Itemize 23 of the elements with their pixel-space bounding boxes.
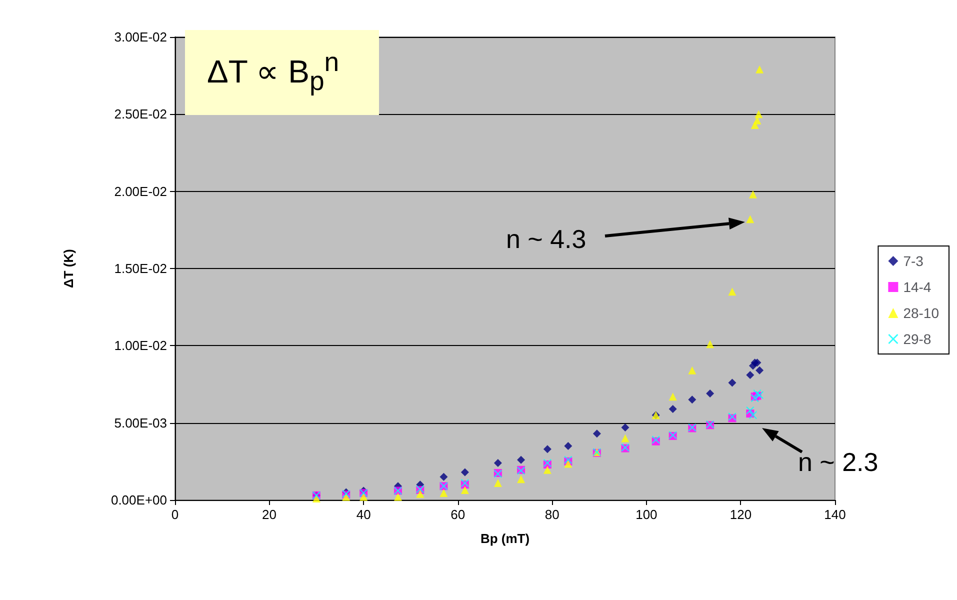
y-tick-label: 2.50E-02 [114, 106, 167, 122]
y-tick-label: 3.00E-02 [114, 30, 167, 44]
legend-label: 14-4 [903, 279, 932, 295]
legend-label: 28-10 [903, 305, 940, 321]
legend-label: 29-8 [903, 331, 932, 347]
annotation: n ~ 4.3 [506, 224, 586, 254]
x-tick-label: 140 [824, 507, 846, 522]
x-tick-label: 100 [636, 507, 658, 522]
y-tick-label: 1.50E-02 [114, 261, 167, 276]
x-tick-label: 40 [356, 507, 371, 522]
y-tick-label: 1.00E-02 [114, 338, 167, 354]
y-tick-label: 2.00E-02 [114, 184, 167, 199]
x-tick-label: 20 [262, 507, 277, 522]
x-axis-title: Bp (mT) [480, 531, 530, 546]
x-tick-label: 80 [544, 507, 560, 522]
y-axis-title: ΔT (K) [61, 249, 76, 288]
y-tick-label: 5.00E-03 [114, 415, 167, 430]
legend-label: 7-3 [903, 253, 924, 269]
x-tick-label: 60 [450, 507, 466, 522]
y-tick-label: 0.00E+00 [110, 492, 167, 508]
x-tick-label: 0 [171, 507, 179, 522]
x-tick-label: 120 [730, 507, 752, 522]
annotation: n ~ 2.3 [798, 447, 878, 477]
